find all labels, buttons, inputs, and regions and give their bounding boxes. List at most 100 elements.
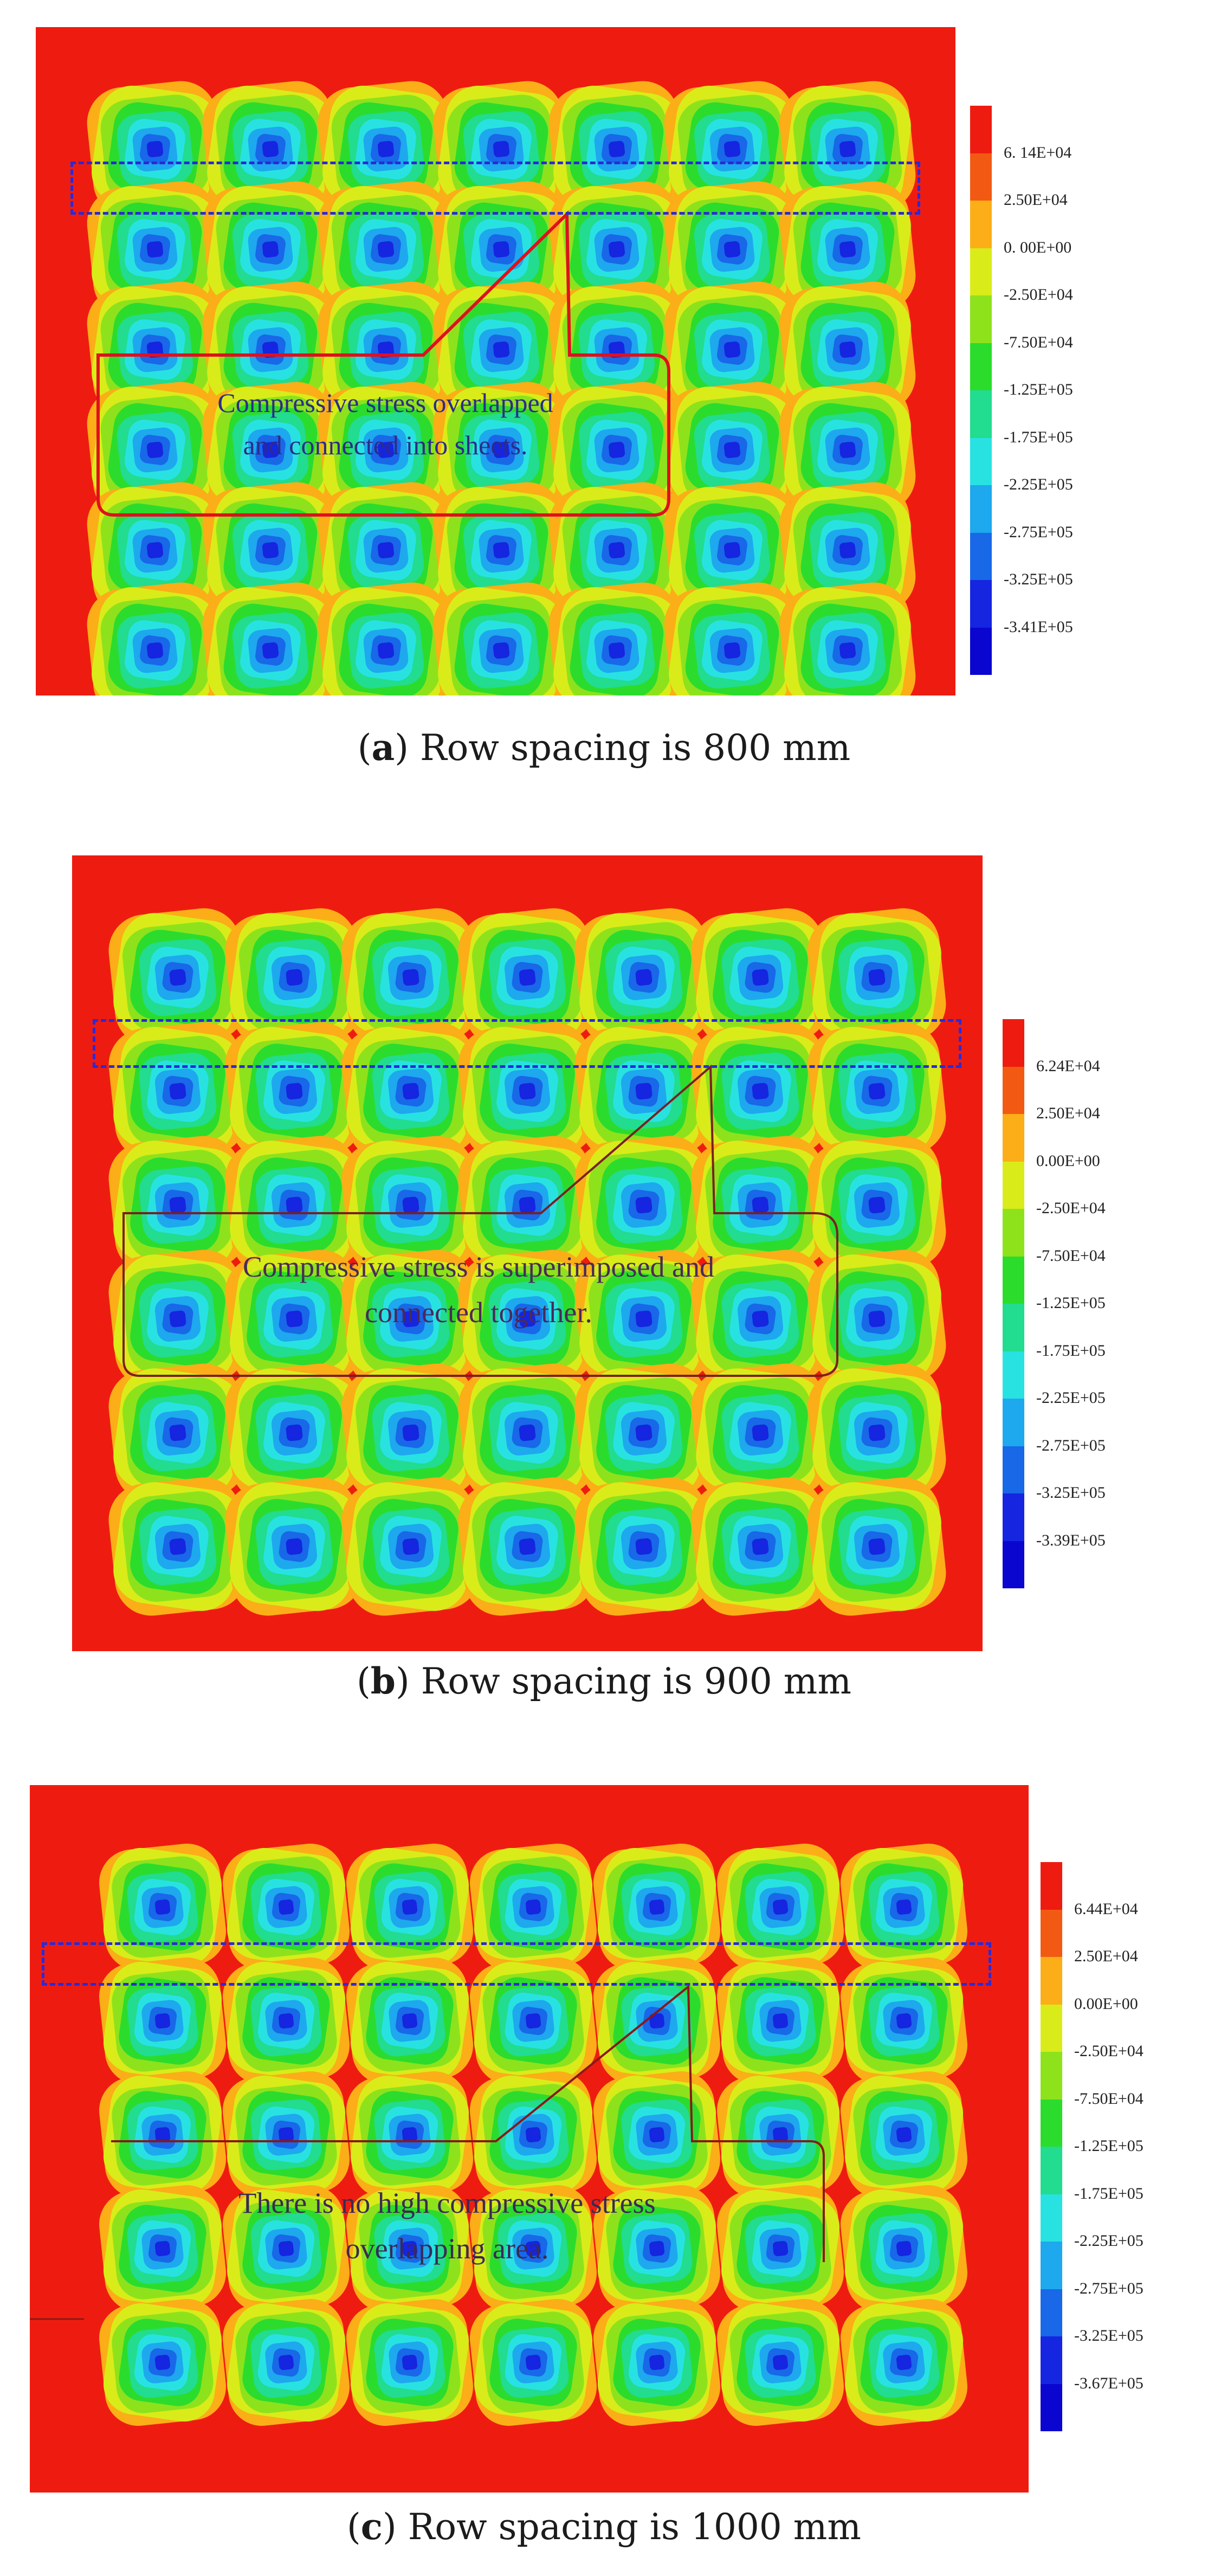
contour-cell-1 xyxy=(223,1844,350,1970)
legend-label: -2.25E+05 xyxy=(1004,475,1073,493)
contour-cell-24 xyxy=(470,2185,597,2312)
contour-level-8 xyxy=(154,1899,171,1915)
legend-swatch xyxy=(1003,1161,1024,1209)
legend-label: -3.67E+05 xyxy=(1074,2374,1144,2392)
legend-swatch xyxy=(970,295,992,343)
contour-cell-30 xyxy=(346,2299,473,2426)
contour-cell-35 xyxy=(87,582,223,695)
contour-level-8 xyxy=(493,341,510,358)
contour-cell-13 xyxy=(779,181,916,318)
caption-a-letter: a xyxy=(371,726,395,769)
legend-swatch xyxy=(1041,2384,1062,2431)
contour-level-8 xyxy=(262,441,279,459)
contour-level-8 xyxy=(377,441,395,459)
contour-level-8 xyxy=(772,2354,789,2371)
caption-b: (b) Row spacing is 900 mm xyxy=(357,1660,851,1702)
contour-cell-41 xyxy=(808,1477,946,1616)
contour-cell-40 xyxy=(664,582,800,695)
contour-level-8 xyxy=(868,1538,886,1555)
contour-level-8 xyxy=(402,1310,419,1328)
contour-level-8 xyxy=(525,1899,541,1915)
contour-cell-11 xyxy=(548,181,685,318)
contour-cell-23 xyxy=(318,382,454,518)
stress-contours-a xyxy=(87,81,916,695)
caption-a-text: Row spacing is 800 mm xyxy=(419,727,851,769)
contour-cell-41 xyxy=(779,582,916,695)
contour-cell-9 xyxy=(318,181,454,318)
contour-level-8 xyxy=(169,1196,186,1214)
annotation-a-line1: Compressive stress overlapped xyxy=(217,388,553,418)
contour-cell-0 xyxy=(99,1844,226,1970)
contour-level-8 xyxy=(278,2240,294,2257)
contour-cell-4 xyxy=(593,1844,720,1970)
legend-swatch xyxy=(1041,2004,1062,2052)
contour-level-8 xyxy=(635,1083,653,1100)
contour-cell-19 xyxy=(691,1136,830,1274)
contour-level-8 xyxy=(402,2240,418,2257)
contour-level-8 xyxy=(402,1899,418,1915)
legend-swatch xyxy=(970,485,992,533)
contour-cell-8 xyxy=(202,181,339,318)
contour-cell-25 xyxy=(548,382,685,518)
legend-label: -3.25E+05 xyxy=(1036,1484,1106,1502)
contour-level-8 xyxy=(262,542,279,559)
contour-cell-28 xyxy=(108,1363,247,1502)
stress-contours-c xyxy=(99,1844,967,2426)
legend-swatch xyxy=(1003,1209,1024,1257)
legend-swatch xyxy=(970,343,992,390)
contour-level-8 xyxy=(525,2240,541,2257)
annotation-a: Compressive stress overlapped and connec… xyxy=(101,382,670,466)
contour-level-8 xyxy=(519,1424,536,1441)
contour-cell-14 xyxy=(108,1136,247,1274)
legend-label: 0.00E+00 xyxy=(1074,1994,1138,2013)
contour-level-8 xyxy=(723,441,741,459)
contour-cell-28 xyxy=(99,2299,226,2426)
contour-cell-19 xyxy=(664,281,800,418)
contour-cell-34 xyxy=(779,482,916,619)
contour-level-8 xyxy=(896,2127,912,2143)
contour-cell-16 xyxy=(346,2071,473,2198)
legend-swatch xyxy=(1041,1909,1062,1957)
legend-label: 2.50E+04 xyxy=(1074,1947,1138,1965)
contour-level-8 xyxy=(868,1083,886,1100)
contour-level-8 xyxy=(262,140,279,158)
contour-cell-26 xyxy=(717,2185,844,2312)
caption-a: (a) Row spacing is 800 mm xyxy=(357,726,851,769)
contour-level-8 xyxy=(772,2240,789,2257)
contour-cell-13 xyxy=(841,1957,967,2084)
legend-label: 0.00E+00 xyxy=(1036,1151,1100,1170)
contour-level-8 xyxy=(402,2354,418,2371)
contour-cell-13 xyxy=(808,1022,946,1161)
contour-level-8 xyxy=(154,2127,171,2143)
contour-level-8 xyxy=(649,2240,665,2257)
contour-level-8 xyxy=(493,441,510,459)
legend-label: 2.50E+04 xyxy=(1036,1104,1100,1122)
contour-cell-6 xyxy=(841,1844,967,1970)
legend-swatch xyxy=(970,580,992,628)
contour-level-8 xyxy=(377,140,395,158)
contour-level-8 xyxy=(519,969,536,986)
caption-c: (c) Row spacing is 1000 mm xyxy=(347,2506,861,2548)
contour-cell-8 xyxy=(225,1022,364,1161)
panel-a: Compressive stress overlapped and connec… xyxy=(0,0,1208,813)
contour-level-8 xyxy=(839,140,856,158)
legend-label: -3.41E+05 xyxy=(1004,617,1073,636)
contour-level-8 xyxy=(525,2013,541,2029)
legend-label: -1.25E+05 xyxy=(1036,1294,1106,1312)
contour-cell-34 xyxy=(808,1363,946,1502)
contour-cell-5 xyxy=(717,1844,844,1970)
legend-swatch xyxy=(1003,1066,1024,1114)
legend-label: -2.25E+05 xyxy=(1036,1389,1106,1407)
contour-level-8 xyxy=(262,241,279,258)
contour-map-a: Compressive stress overlapped and connec… xyxy=(36,27,955,695)
contour-cell-11 xyxy=(593,1957,720,2084)
contour-cell-32 xyxy=(593,2299,720,2426)
contour-cell-23 xyxy=(341,1250,480,1388)
contour-level-8 xyxy=(402,2013,418,2029)
contour-level-8 xyxy=(752,969,769,986)
legend-swatch xyxy=(1041,2242,1062,2289)
contour-level-8 xyxy=(723,341,741,358)
contour-cell-34 xyxy=(841,2299,967,2426)
contour-level-8 xyxy=(635,1196,653,1214)
contour-cell-33 xyxy=(717,2299,844,2426)
